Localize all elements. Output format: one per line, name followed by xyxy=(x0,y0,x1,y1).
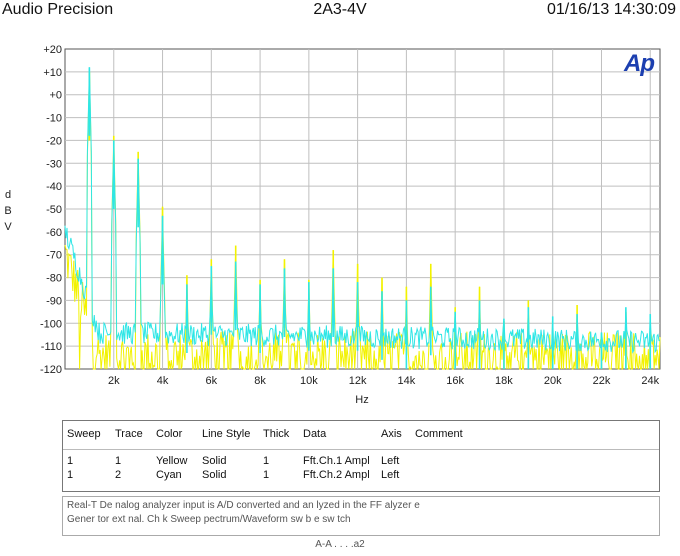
x-tick-label: 4k xyxy=(157,375,169,387)
trace-2-line xyxy=(64,67,661,354)
legend-sweep: 1 xyxy=(67,455,74,467)
spectrum-chart: +20 +10 +0 -10 -20 -30 -40 -50 -60 -70 -80 -90 -100 -… xyxy=(4,44,661,406)
notes-box: Real-T De nalog analyzer input is A/D co… xyxy=(62,496,660,536)
y-tick-label: -90 xyxy=(46,295,62,307)
y-tick-label: -120 xyxy=(40,364,62,376)
legend-header-color: Color xyxy=(156,428,183,440)
y-tick-label: -30 xyxy=(46,158,62,170)
y-tick-label: -50 xyxy=(46,204,62,216)
x-axis-label: Hz xyxy=(355,394,368,406)
x-tick-label: 18k xyxy=(495,375,513,387)
x-tick-label: 6k xyxy=(205,375,217,387)
x-tick-label: 16k xyxy=(446,375,464,387)
legend-header-sweep: Sweep xyxy=(67,428,101,440)
legend-header-axis: Axis xyxy=(381,428,402,440)
y-tick-label: -20 xyxy=(46,135,62,147)
legend-thick: 1 xyxy=(263,455,270,467)
legend-line-style: Solid xyxy=(202,455,227,467)
y-tick-label: -110 xyxy=(41,341,62,353)
legend-row: 1 1 Yellow Solid 1 Fft.Ch.1 Ampl Left xyxy=(63,454,659,468)
x-tick-label: 10k xyxy=(300,375,318,387)
file-footer: A-A . . . .a2 xyxy=(315,539,365,550)
legend-header-line-style: Line Style xyxy=(202,428,251,440)
y-axis-label: dBV xyxy=(4,189,12,233)
graph-title: 2A3-4V xyxy=(313,1,367,18)
legend-axis: Left xyxy=(381,469,400,481)
x-tick-label: 24k xyxy=(641,375,659,387)
legend-line-style: Solid xyxy=(202,469,227,481)
legend-thick: 1 xyxy=(263,469,270,481)
y-tick-label: -60 xyxy=(46,227,62,239)
x-tick-label: 22k xyxy=(593,375,611,387)
y-axis-label-letter: B xyxy=(4,205,11,217)
legend-data: Fft.Ch.1 Ampl xyxy=(303,455,370,467)
y-tick-label: +0 xyxy=(49,90,62,102)
ap-logo: Ap xyxy=(624,50,655,77)
legend-header-data: Data xyxy=(303,428,327,440)
legend-sweep: 1 xyxy=(67,469,74,481)
legend-header-trace: Trace xyxy=(115,428,143,440)
y-tick-label: -70 xyxy=(46,250,62,262)
x-axis-ticks: 2k 4k 6k 8k 10k 12k 14k 16k 18k 20k 22k 24k xyxy=(108,375,660,387)
legend-trace: 2 xyxy=(115,469,122,481)
legend-header-comment: Comment xyxy=(415,428,463,440)
legend-header-row: Sweep Trace Color Line Style Thick Data … xyxy=(63,427,659,450)
y-axis-ticks: +20 +10 +0 -10 -20 -30 -40 -50 -60 -70 -80 -90 -100 -… xyxy=(40,44,62,376)
y-tick-label: -10 xyxy=(46,113,62,125)
timestamp: 01/16/13 14:30:09 xyxy=(546,1,676,18)
y-tick-label: -100 xyxy=(40,318,62,330)
legend-table: Sweep Trace Color Line Style Thick Data … xyxy=(62,420,660,492)
y-axis-label-letter: V xyxy=(4,221,12,233)
y-axis-label-letter: d xyxy=(5,189,11,201)
legend-trace: 1 xyxy=(115,455,122,467)
legend-row: 1 2 Cyan Solid 1 Fft.Ch.2 Ampl Left xyxy=(63,468,659,482)
app-title: Audio Precision xyxy=(2,1,114,18)
legend-color: Yellow xyxy=(156,455,188,467)
x-tick-label: 8k xyxy=(254,375,266,387)
x-tick-label: 20k xyxy=(544,375,562,387)
notes-line: Gener tor ext nal. Ch k Sweep pectrum/Wa… xyxy=(67,514,351,525)
legend-data: Fft.Ch.2 Ampl xyxy=(303,469,370,481)
traces xyxy=(64,67,661,371)
x-tick-label: 14k xyxy=(398,375,416,387)
legend-axis: Left xyxy=(381,455,400,467)
legend-header-thick: Thick xyxy=(263,428,290,440)
y-tick-label: -80 xyxy=(46,273,62,285)
x-tick-label: 12k xyxy=(349,375,367,387)
y-tick-label: -40 xyxy=(46,181,62,193)
legend-color: Cyan xyxy=(156,469,182,481)
y-tick-label: +10 xyxy=(43,67,62,79)
x-tick-label: 2k xyxy=(108,375,120,387)
notes-line: Real-T De nalog analyzer input is A/D co… xyxy=(67,500,420,511)
y-tick-label: +20 xyxy=(43,44,62,56)
